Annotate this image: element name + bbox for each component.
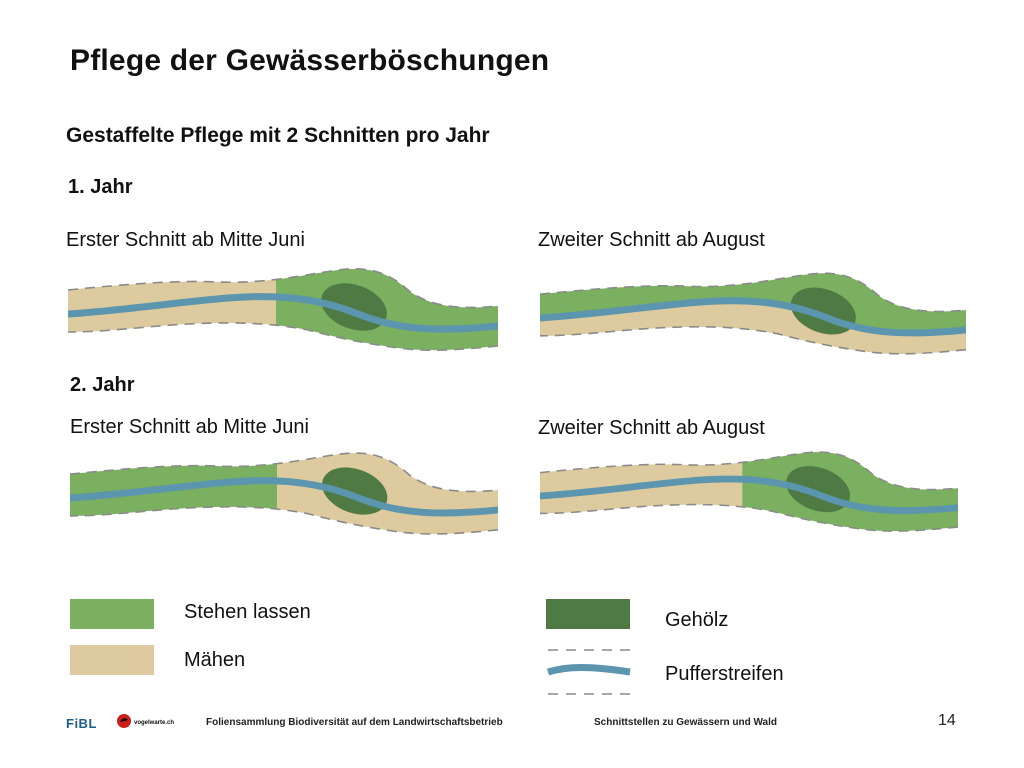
buffer-edge-top bbox=[70, 452, 498, 493]
legend-label-buffer: Pufferstreifen bbox=[665, 663, 784, 685]
buffer-edge-bottom bbox=[540, 503, 958, 532]
buffer-edge-bottom bbox=[70, 506, 498, 535]
year-1-panel-2-caption: Zweiter Schnitt ab August bbox=[538, 229, 765, 251]
legend-swatch-buffer bbox=[546, 649, 631, 695]
legend-label-uncut: Stehen lassen bbox=[184, 601, 311, 623]
year-1-panel-2-diagram bbox=[540, 272, 966, 355]
legend-swatch-shrub bbox=[546, 599, 630, 629]
river-line bbox=[68, 293, 498, 333]
buffer-edge-top bbox=[540, 272, 966, 313]
year-2-panel-2-caption: Zweiter Schnitt ab August bbox=[538, 417, 765, 439]
year-1-label: 1. Jahr bbox=[68, 176, 133, 198]
footer-collection: Foliensammlung Biodiversität auf dem Lan… bbox=[206, 717, 503, 728]
year-2-panel-1-diagram bbox=[70, 452, 498, 535]
legend-swatch-mown bbox=[70, 645, 154, 675]
buffer-edge-bottom bbox=[68, 322, 498, 351]
page-title: Pflege der Gewässerböschungen bbox=[70, 44, 550, 77]
river-line bbox=[540, 297, 966, 337]
footer-topic: Schnittstellen zu Gewässern und Wald bbox=[594, 717, 777, 728]
year-2-label: 2. Jahr bbox=[70, 374, 135, 396]
year-2-panel-1-caption: Erster Schnitt ab Mitte Juni bbox=[70, 416, 309, 438]
fibl-logo: FiBL bbox=[66, 716, 97, 731]
buffer-edge-bottom bbox=[540, 326, 966, 355]
river-line bbox=[70, 477, 498, 517]
river-line bbox=[540, 475, 958, 515]
buffer-edge-top bbox=[540, 451, 958, 491]
buffer-edge-top bbox=[68, 268, 498, 309]
year-2-panel-2-diagram bbox=[540, 451, 958, 532]
vogelwarte-logo-text: vogelwarte.ch bbox=[134, 720, 174, 726]
legend-label-mown: Mähen bbox=[184, 649, 246, 671]
legend-label-shrub: Gehölz bbox=[665, 609, 729, 631]
page-number: 14 bbox=[938, 712, 956, 729]
legend-swatch-uncut bbox=[70, 599, 154, 629]
year-1-panel-1-caption: Erster Schnitt ab Mitte Juni bbox=[66, 229, 305, 251]
page-subtitle: Gestaffelte Pflege mit 2 Schnitten pro J… bbox=[66, 124, 490, 147]
vogelwarte-logo: vogelwarte.ch bbox=[116, 712, 180, 730]
year-1-panel-1-diagram bbox=[68, 268, 498, 351]
